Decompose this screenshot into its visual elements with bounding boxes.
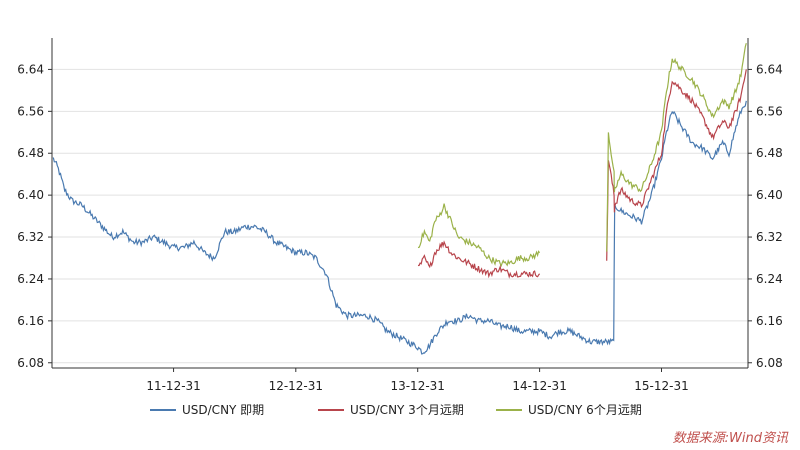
series-line-1 bbox=[417, 69, 747, 279]
y-tick-label-right-3: 6.32 bbox=[756, 230, 783, 244]
x-tick-label-0: 11-12-31 bbox=[146, 379, 200, 393]
series-line-2 bbox=[417, 43, 747, 268]
legend-label-1: USD/CNY 3个月远期 bbox=[350, 403, 464, 417]
legend-label-0: USD/CNY 即期 bbox=[182, 403, 264, 417]
series-line-0 bbox=[52, 100, 747, 355]
x-tick-label-3: 14-12-31 bbox=[512, 379, 566, 393]
legend-label-2: USD/CNY 6个月远期 bbox=[528, 403, 642, 417]
source-note: 数据来源:Wind资讯 bbox=[672, 431, 788, 446]
y-tick-label-right-4: 6.40 bbox=[756, 188, 783, 202]
y-tick-label-right-7: 6.64 bbox=[756, 62, 783, 76]
x-tick-label-2: 13-12-31 bbox=[390, 379, 444, 393]
y-tick-label-left-0: 6.08 bbox=[17, 356, 44, 370]
y-tick-label-left-7: 6.64 bbox=[17, 62, 44, 76]
y-tick-label-right-5: 6.48 bbox=[756, 146, 783, 160]
x-tick-label-4: 15-12-31 bbox=[634, 379, 688, 393]
y-tick-label-right-0: 6.08 bbox=[756, 356, 783, 370]
y-tick-label-right-2: 6.24 bbox=[756, 272, 783, 286]
y-tick-label-left-1: 6.16 bbox=[17, 314, 44, 328]
y-tick-label-right-1: 6.16 bbox=[756, 314, 783, 328]
y-tick-label-left-5: 6.48 bbox=[17, 146, 44, 160]
y-tick-label-left-2: 6.24 bbox=[17, 272, 44, 286]
y-tick-label-left-6: 6.56 bbox=[17, 104, 44, 118]
y-tick-label-left-3: 6.32 bbox=[17, 230, 44, 244]
y-tick-label-left-4: 6.40 bbox=[17, 188, 44, 202]
y-tick-label-right-6: 6.56 bbox=[756, 104, 783, 118]
x-tick-label-1: 12-12-31 bbox=[269, 379, 323, 393]
